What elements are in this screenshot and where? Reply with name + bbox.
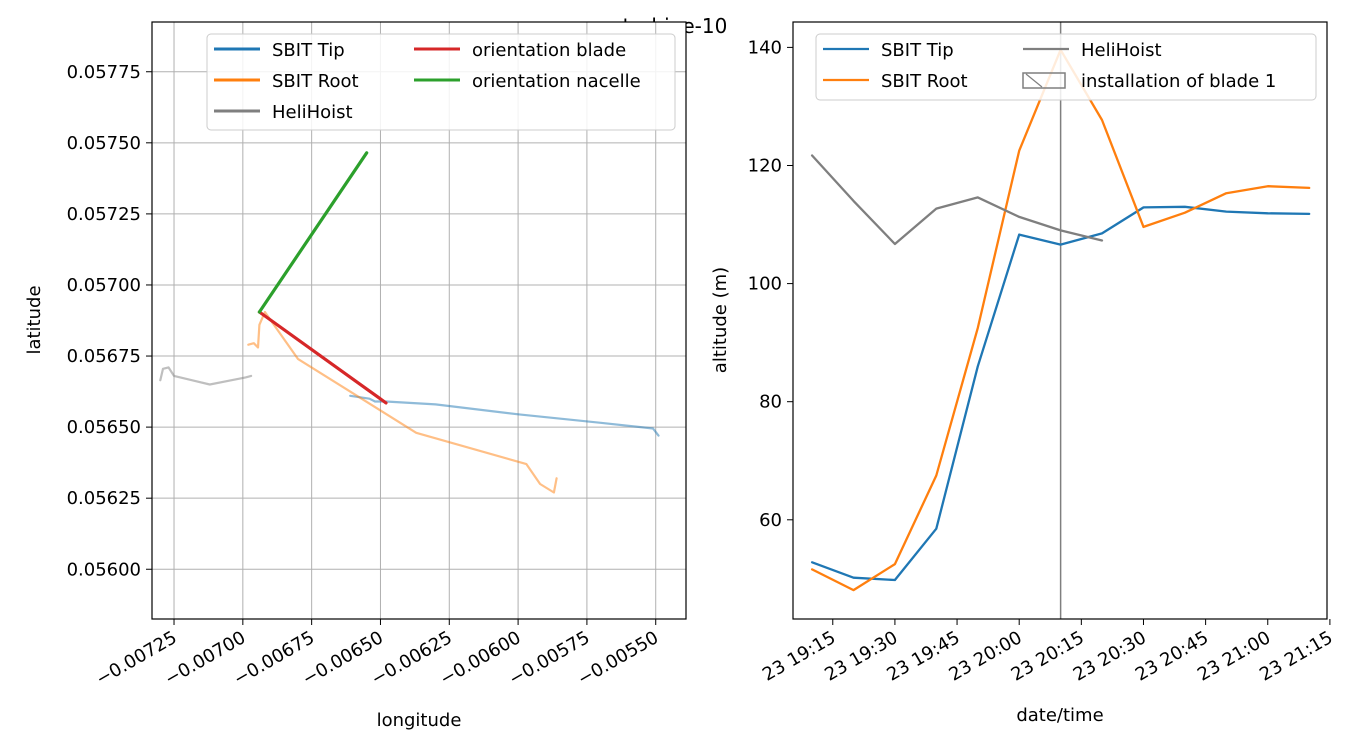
map-legend-label-sbit-root: SBIT Root [272,71,359,92]
altitude-y-ticks: 60 80 100 120 140 [748,37,793,531]
map-y-tick-label: 0.05625 [67,488,141,509]
map-series-helihoist [159,366,253,386]
map-legend-label-sbit-tip: SBIT Tip [272,40,345,61]
altitude-legend-label-helihoist: HeliHoist [1081,40,1162,61]
map-legend: SBIT Tip SBIT Root HeliHoist orientation… [206,33,676,131]
altitude-legend-label-sbit-root: SBIT Root [881,71,968,92]
altitude-y-tick-label: 100 [748,274,782,295]
map-axes-frame [151,21,687,620]
altitude-legend-box [815,33,1317,101]
map-legend-label-helihoist: HeliHoist [272,102,353,123]
map-y-tick-label: 0.05725 [67,204,141,225]
altitude-series-sbit-tip [810,205,1311,582]
map-series-sbit-root [247,310,558,494]
map-y-tick-label: 0.05675 [67,346,141,367]
map-y-tick-label: 0.05775 [67,62,141,83]
map-legend-label-orientation-nacelle: orientation nacelle [472,71,641,92]
map-series [159,151,660,494]
map-series-sbit-tip [349,394,660,437]
map-series-orientation-nacelle [257,151,369,314]
altitude-y-tick-label: 60 [759,510,782,531]
altitude-series-helihoist [810,154,1104,246]
map-y-ticks: 0.05600 0.05625 0.05650 0.05675 0.05700 0.057… [67,62,152,580]
altitude-y-tick-label: 140 [748,37,782,58]
altitude-y-axis-label: altitude (m) [710,267,731,373]
map-series-orientation-blade [257,310,388,405]
map-panel: −0.00725−0.00700−0.00675−0.00650−0.00625… [24,21,687,731]
map-x-axis-label: longitude [377,710,462,731]
map-y-tick-label: 0.05700 [67,275,141,296]
map-legend-label-orientation-blade: orientation blade [472,40,626,61]
map-y-tick-label: 0.05600 [67,559,141,580]
altitude-y-tick-label: 80 [759,392,782,413]
altitude-y-tick-label: 120 [748,155,782,176]
altitude-legend: SBIT Tip SBIT Root HeliHoist installatio… [815,33,1317,101]
map-legend-box [206,33,676,131]
altitude-legend-swatch-installation [1022,72,1066,89]
altitude-legend-label-sbit-tip: SBIT Tip [881,40,954,61]
altitude-axes-frame [792,21,1328,620]
altitude-legend-label-installation: installation of blade 1 [1081,71,1276,92]
map-y-tick-label: 0.05650 [67,417,141,438]
map-y-axis-label: latitude [24,285,45,354]
map-x-ticks: −0.00725−0.00700−0.00675−0.00650−0.00625… [92,619,662,690]
altitude-x-axis-label: date/time [1016,705,1103,726]
map-y-tick-label: 0.05750 [67,133,141,154]
